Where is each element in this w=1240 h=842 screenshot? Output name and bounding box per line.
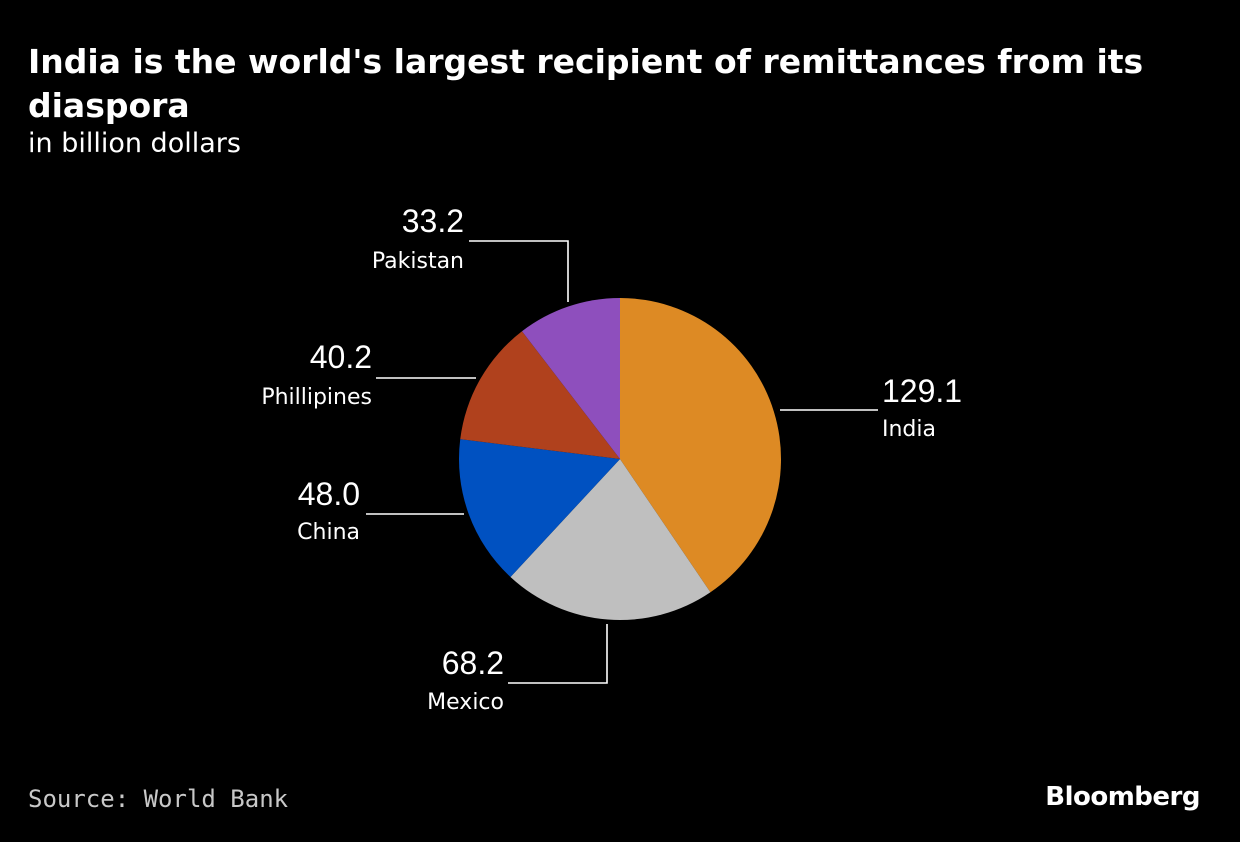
data-label-pakistan: 33.2: [402, 203, 464, 239]
data-label-india: 129.1: [882, 373, 962, 409]
data-label-phillipines: 40.2: [310, 339, 372, 375]
pie-slice-china: [459, 439, 620, 578]
slice-label-pakistan: Pakistan: [372, 249, 464, 274]
data-label-china: 48.0: [298, 476, 360, 512]
pie-slice-pakistan: [521, 298, 620, 459]
slice-label-mexico: Mexico: [427, 690, 504, 715]
pie-slice-india: [620, 298, 781, 593]
slice-label-china: China: [297, 520, 360, 545]
pie-slice-mexico: [510, 459, 711, 620]
chart-subtitle: in billion dollars: [28, 128, 241, 159]
chart-title: India is the world's largest recipient o…: [28, 42, 1144, 125]
slice-label-phillipines: Phillipines: [261, 385, 372, 410]
leader-line-pakistan: [469, 240, 569, 302]
leader-line-mexico: [508, 624, 608, 684]
bloomberg-logo: Bloomberg: [1045, 782, 1200, 812]
data-label-mexico: 68.2: [442, 645, 504, 681]
pie-slice-phillipines: [460, 331, 620, 459]
source-note: Source: World Bank: [28, 785, 289, 813]
slice-label-india: India: [882, 417, 936, 442]
